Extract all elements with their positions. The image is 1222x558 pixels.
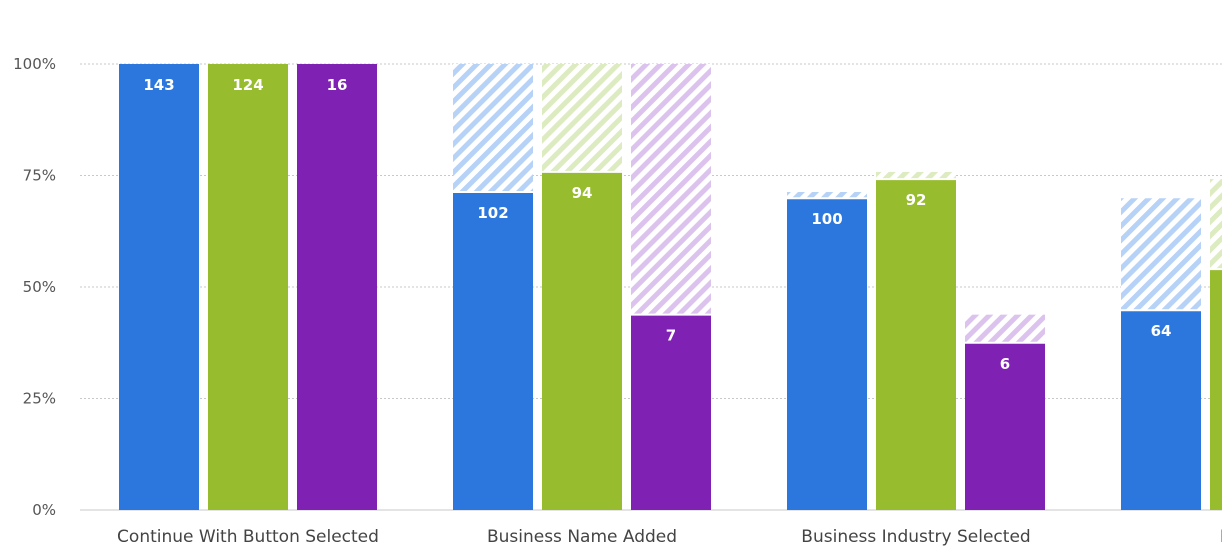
x-tick-label: Business Industry Selected [801,527,1030,547]
y-tick-label: 75% [23,167,56,185]
bar[interactable] [119,64,199,510]
bar[interactable] [542,171,622,510]
bar-value-label: 94 [572,184,593,202]
dropoff-bar[interactable] [631,64,711,315]
bar-value-label: 100 [811,210,842,228]
bar-group: 64 [1121,179,1222,510]
dropoff-bar[interactable] [1121,198,1201,311]
bar-value-label: 102 [477,204,508,222]
bar-group: 100 92 6 [787,171,1045,510]
bar[interactable] [297,64,377,510]
bar[interactable] [1121,310,1201,510]
y-tick-label: 50% [23,278,56,296]
dropoff-bar[interactable] [542,64,622,172]
bar[interactable] [631,314,711,510]
dropoff-bar[interactable] [1210,179,1222,270]
bar-group: 143 124 16 [119,64,377,510]
x-axis: Continue With Button Selected Business Na… [117,527,1222,547]
bar[interactable] [876,179,956,510]
bar-value-label: 143 [143,76,174,94]
bar[interactable] [453,192,533,510]
bar[interactable] [787,198,867,510]
bar-value-label: 124 [232,76,263,94]
dropoff-bar[interactable] [453,64,533,193]
bar[interactable] [965,342,1045,510]
y-tick-label: 100% [13,55,56,73]
dropoff-bar[interactable] [787,192,867,199]
y-axis: 0% 25% 50% 75% 100% [13,55,56,519]
bar[interactable] [208,64,288,510]
x-tick-label: Bill Cre [1220,527,1222,547]
dropoff-bar[interactable] [965,314,1045,343]
y-tick-label: 25% [23,390,56,408]
bar-value-label: 6 [1000,355,1010,373]
bar-group: 102 94 7 [453,64,711,510]
y-tick-label: 0% [32,501,56,519]
x-tick-label: Business Name Added [487,527,677,547]
bar-value-label: 64 [1151,322,1172,340]
bar[interactable] [1210,269,1222,510]
bar-value-label: 16 [327,76,348,94]
bar-value-label: 7 [666,327,676,345]
bar-value-label: 92 [906,191,927,209]
x-tick-label: Continue With Button Selected [117,527,379,547]
dropoff-bar[interactable] [876,171,956,180]
bars: 143 124 16 102 94 7 100 92 6 64 [119,64,1222,510]
